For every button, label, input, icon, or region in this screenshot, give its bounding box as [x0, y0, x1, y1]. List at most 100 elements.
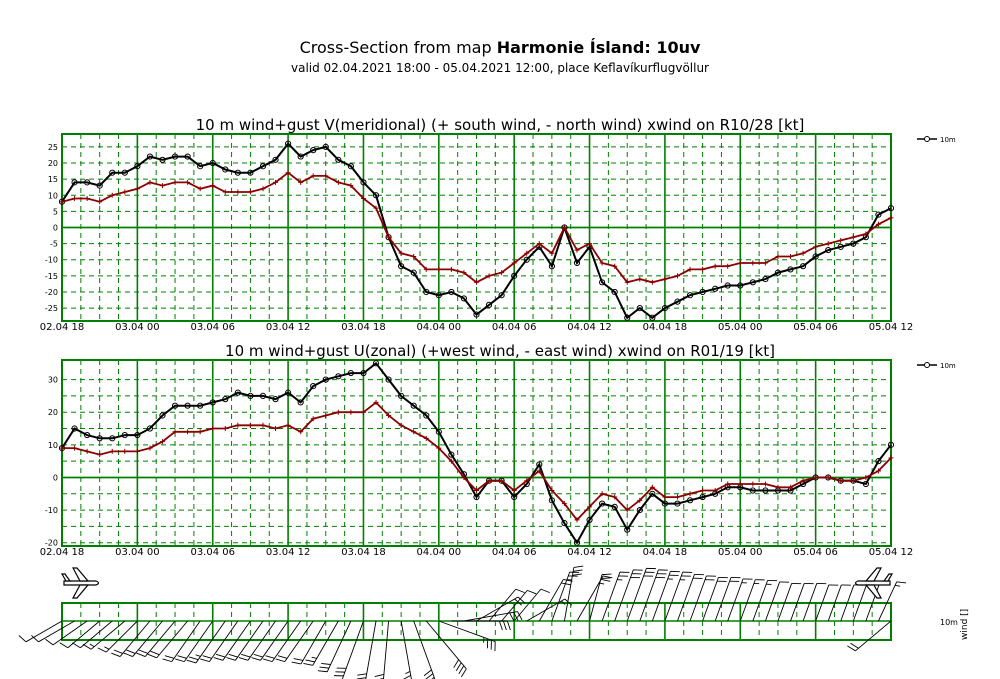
data-point-10m — [850, 240, 857, 247]
data-point-10m — [749, 279, 756, 286]
data-point-gust — [486, 478, 492, 484]
barb-feather — [517, 596, 526, 604]
data-point-gust — [235, 422, 241, 428]
data-point-10m — [435, 428, 442, 435]
barb-feather — [275, 658, 285, 663]
x-tick-label: 05.04 06 — [793, 322, 838, 333]
data-point-10m — [799, 263, 807, 270]
data-point-gust — [762, 260, 768, 266]
barb-half-feather — [894, 585, 901, 587]
wind-barb — [213, 620, 251, 661]
data-point-gust — [285, 170, 291, 176]
data-point-10m — [511, 272, 518, 279]
wind-barb — [538, 578, 573, 622]
x-tick-label: 04.04 18 — [643, 322, 688, 333]
barb-shaft — [589, 574, 603, 622]
y-tick-label: 15 — [48, 175, 58, 184]
data-point-10m — [134, 431, 141, 439]
data-point-gust — [624, 279, 630, 285]
barb-shaft — [183, 620, 214, 662]
data-point-10m — [222, 166, 229, 173]
data-point-10m — [184, 153, 191, 160]
barb-feather — [431, 677, 435, 679]
data-point-10m — [109, 169, 116, 176]
data-point-gust — [348, 183, 354, 189]
data-point-10m — [398, 263, 405, 270]
data-point-gust — [788, 484, 794, 490]
data-point-10m — [787, 266, 794, 273]
data-point-gust — [134, 448, 140, 454]
wind-barb — [651, 570, 680, 622]
data-point-gust — [398, 422, 404, 428]
data-point-10m — [460, 295, 468, 302]
barb-feather — [573, 565, 584, 568]
title-bold: Harmonie Ísland: 10uv — [496, 38, 701, 57]
wind-barb — [226, 620, 264, 661]
barb-feather — [251, 657, 261, 661]
chart-panel-2: 10 m wind+gust U(zonal) (+west wind, - e… — [40, 342, 956, 558]
barb-feather — [45, 638, 54, 646]
wind-barb — [111, 620, 151, 657]
data-point-gust — [84, 448, 90, 454]
data-point-gust — [348, 409, 354, 415]
data-point-10m — [322, 376, 329, 383]
barb-feather — [164, 655, 175, 659]
barb-feather — [319, 666, 329, 669]
data-point-gust — [122, 189, 128, 195]
barb-shaft — [400, 620, 412, 679]
barb-feather — [515, 588, 525, 594]
data-point-gust — [373, 205, 379, 211]
barb-feather — [72, 642, 81, 649]
x-tick-label: 04.04 12 — [567, 322, 612, 333]
wind-barb — [689, 575, 716, 622]
wind-barb — [827, 584, 851, 622]
data-point-10m — [360, 179, 367, 186]
data-point-gust — [825, 241, 831, 247]
wind-barb — [332, 620, 364, 679]
data-point-10m — [423, 288, 430, 296]
barb-shaft — [365, 620, 377, 679]
data-point-10m — [498, 292, 505, 299]
data-point-10m — [335, 156, 342, 163]
wind-barb — [425, 620, 467, 678]
barb-shaft — [852, 583, 868, 622]
data-point-10m — [284, 389, 292, 396]
data-point-10m — [171, 153, 179, 160]
data-point-10m — [611, 503, 618, 510]
data-point-10m — [84, 179, 91, 186]
barb-shaft — [209, 620, 239, 662]
wind-barb — [739, 579, 765, 622]
barb-feather — [175, 658, 185, 663]
data-point-gust — [561, 225, 567, 230]
wind-barb — [147, 620, 188, 659]
barb-shaft — [284, 620, 314, 662]
barb-shaft — [855, 620, 892, 652]
barb-half-feather — [405, 671, 411, 675]
data-point-10m — [511, 493, 518, 501]
data-point-gust — [750, 481, 756, 487]
data-point-10m — [272, 396, 279, 403]
data-point-10m — [724, 282, 731, 289]
y-tick-label: 0 — [53, 224, 58, 233]
plane-fuselage — [63, 580, 100, 586]
barb-feather — [850, 642, 859, 649]
data-point-gust — [273, 179, 279, 185]
barb-shaft — [601, 571, 621, 622]
data-point-gust — [637, 276, 643, 282]
barb-feather — [357, 673, 367, 676]
wind-barb — [589, 573, 612, 622]
wind-barb — [576, 575, 613, 622]
barb-feather — [425, 673, 434, 679]
wind-barb — [374, 620, 390, 679]
data-point-gust — [298, 179, 304, 185]
data-point-10m — [297, 399, 304, 406]
data-point-10m — [410, 269, 417, 276]
barb-half-feather — [561, 600, 566, 605]
data-point-gust — [147, 179, 153, 185]
data-point-10m — [347, 163, 354, 170]
barb-shaft — [271, 620, 302, 662]
chart-title: 10 m wind+gust U(zonal) (+west wind, - e… — [225, 342, 775, 360]
data-point-gust — [185, 179, 191, 185]
barb-feather — [517, 611, 523, 621]
barb-feather — [601, 573, 612, 576]
